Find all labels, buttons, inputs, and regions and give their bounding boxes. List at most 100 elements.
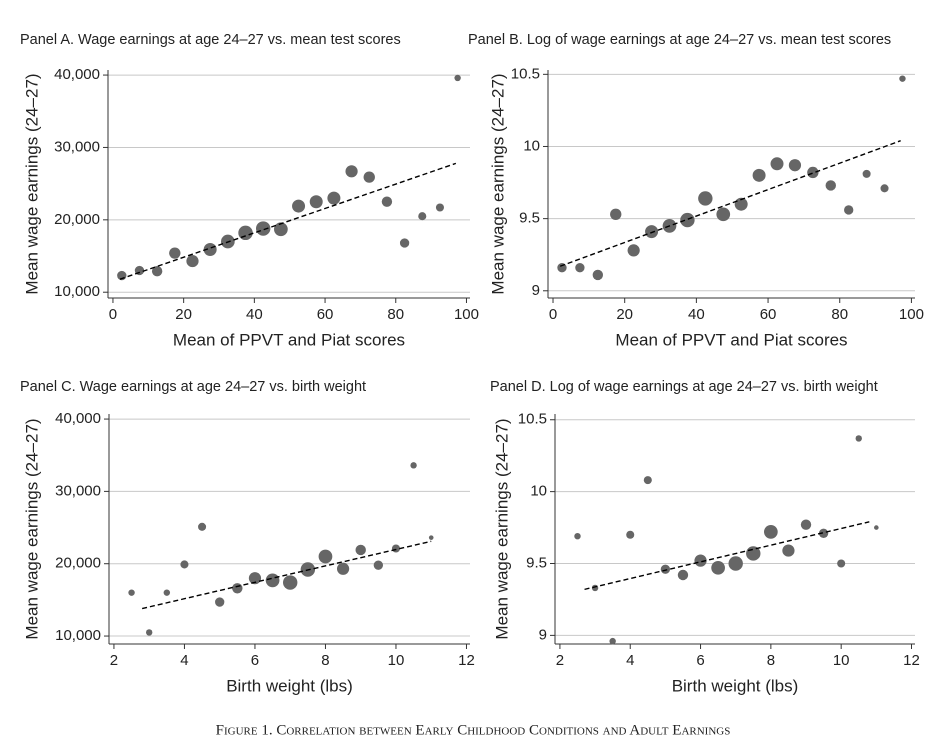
y-tick-label: 9 [539,626,547,643]
x-tick-label: 60 [317,306,334,323]
data-point [764,525,778,539]
y-tick-label: 30,000 [54,138,100,155]
x-tick-label: 12 [903,652,920,669]
x-tick-label: 8 [767,652,775,669]
fit-line [584,521,870,591]
y-tick-label: 30,000 [55,482,101,499]
data-point [391,544,400,553]
y-tick-label: 10.5 [518,411,547,428]
data-point [410,462,417,469]
data-point [318,549,333,564]
data-point [186,254,199,268]
x-tick-label: 6 [251,652,259,669]
y-tick-label: 10 [523,137,540,154]
y-tick-label: 20,000 [55,555,101,572]
data-point [825,180,836,191]
data-point [862,169,871,178]
y-tick-label: 9.5 [526,554,547,571]
x-axis-label: Mean of PPVT and Piat scores [173,330,405,349]
data-point [818,528,829,538]
data-point [752,168,766,182]
data-point [734,197,748,211]
x-tick-label: 2 [110,652,118,669]
data-point [645,225,659,239]
data-point [627,244,640,257]
data-point [418,212,427,221]
y-axis-label: Mean wage earnings (24–27) [488,73,507,294]
figure-caption: Figure 1. Correlation between Early Chil… [216,722,731,738]
data-point [238,225,253,241]
data-point [837,559,846,568]
data-point [232,583,243,594]
x-tick-label: 0 [549,306,557,323]
x-tick-label: 80 [387,306,404,323]
data-point [198,522,207,531]
data-point [283,575,298,590]
data-point [592,269,604,281]
data-point [248,572,262,585]
x-tick-label: 40 [246,306,263,323]
data-point [844,205,854,215]
data-point [215,597,225,607]
data-point [880,184,889,193]
y-tick-label: 10,000 [54,283,100,300]
data-point [363,171,375,183]
x-axis-label: Birth weight (lbs) [672,676,799,695]
y-axis-label: Mean wage earnings (24–27) [22,418,41,639]
y-tick-label: 10.5 [511,65,540,82]
data-point [855,435,862,442]
x-tick-label: 12 [458,652,475,669]
data-point [145,629,153,636]
data-point [274,222,288,237]
data-point [327,191,341,205]
data-point [874,525,879,530]
x-tick-label: 100 [454,306,479,323]
data-point [698,191,713,206]
x-tick-label: 2 [556,652,564,669]
data-point [807,166,819,179]
x-tick-label: 4 [180,652,188,669]
data-point [800,519,812,530]
data-point [180,560,189,569]
data-point [169,247,181,259]
data-point [609,637,616,645]
data-point [626,530,635,539]
x-tick-label: 10 [388,652,405,669]
data-point [575,263,585,273]
y-tick-label: 9.5 [519,210,540,227]
y-tick-label: 10 [530,483,547,500]
x-axis-label: Birth weight (lbs) [226,676,353,695]
x-tick-label: 6 [696,652,704,669]
data-point [677,569,689,581]
panel-title: Panel D. Log of wage earnings at age 24–… [490,379,878,395]
data-point [782,544,795,557]
x-tick-label: 10 [833,652,850,669]
y-tick-label: 9 [532,282,540,299]
data-point [163,589,171,596]
data-point [711,560,725,575]
data-point [728,556,743,571]
data-point [899,75,906,82]
x-tick-label: 20 [616,306,633,323]
x-tick-label: 4 [626,652,634,669]
x-tick-label: 80 [831,306,848,323]
data-point [643,476,652,485]
data-point [610,208,622,220]
y-tick-label: 20,000 [54,211,100,228]
y-tick-label: 40,000 [55,410,101,427]
x-axis-label: Mean of PPVT and Piat scores [615,330,847,349]
y-axis-label: Mean wage earnings (24–27) [22,73,41,294]
data-point [557,263,567,273]
data-point [345,165,358,178]
y-tick-label: 40,000 [54,66,100,83]
data-point [265,573,280,588]
fit-line [119,162,457,280]
data-point [309,195,323,209]
data-point [788,159,802,172]
x-tick-label: 8 [321,652,329,669]
panel-title: Panel B. Log of wage earnings at age 24–… [468,32,891,48]
data-point [680,212,695,228]
data-point [428,535,434,540]
